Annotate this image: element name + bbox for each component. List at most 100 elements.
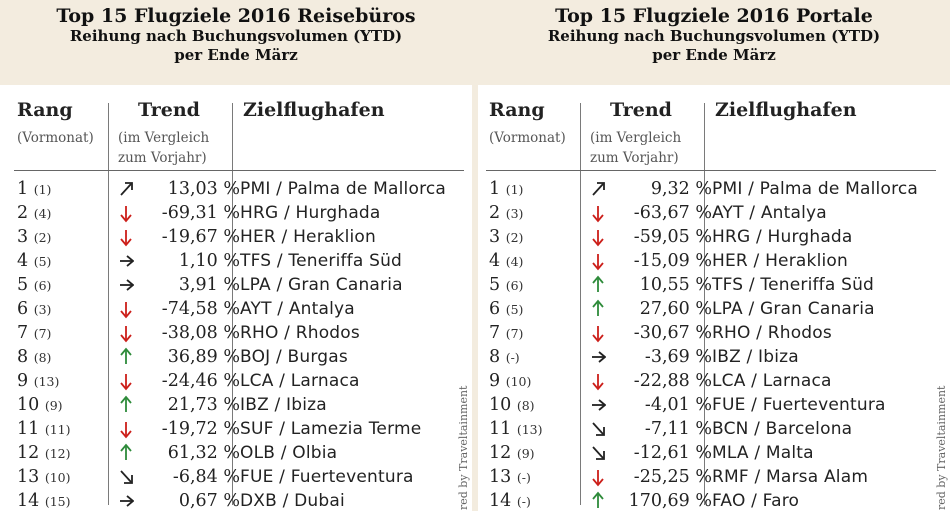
- trend-percent: -22,88 %: [633, 371, 712, 391]
- trend-percent: 9,32 %: [650, 179, 712, 199]
- rank-cell: 5 (6): [489, 273, 523, 298]
- rank-value: 1: [17, 179, 34, 199]
- rank-cell: 3 (2): [489, 225, 523, 250]
- arrow-right-icon: [120, 279, 134, 291]
- trend-percent: 170,69 %: [628, 491, 712, 511]
- previous-rank: (2): [505, 230, 524, 245]
- previous-rank: (-): [505, 350, 520, 365]
- previous-rank: (3): [33, 302, 52, 317]
- credit-text: red by Traveltainment: [457, 370, 472, 510]
- table-row: 11 (11) -19,72 % SUF / Lamezia Terme: [14, 417, 464, 441]
- destination-airport: PMI / Palma de Mallorca: [240, 179, 447, 199]
- rank-value: 13: [489, 467, 517, 487]
- rank-value: 11: [489, 419, 517, 439]
- rank-value: 12: [489, 443, 517, 463]
- arrow-down-icon: [592, 374, 604, 391]
- rank-value: 10: [489, 395, 517, 415]
- trend-percent: -19,72 %: [161, 419, 240, 439]
- rank-cell: 14 (15): [17, 489, 71, 511]
- table-row: 4 (4) -15,09 % HER / Heraklion: [486, 249, 936, 273]
- rank-cell: 7 (7): [17, 321, 51, 346]
- arrow-down-icon: [120, 374, 132, 391]
- rank-cell: 4 (4): [489, 249, 523, 274]
- arrow-up-right-icon: [120, 182, 133, 196]
- column-separator: [232, 103, 233, 505]
- trend-percent: 36,89 %: [167, 347, 240, 367]
- destination-airport: IBZ / Ibiza: [240, 395, 327, 415]
- panel-portale: Top 15 Flugziele 2016 Portale Reihung na…: [478, 0, 950, 511]
- rank-value: 1: [489, 179, 506, 199]
- previous-rank: (10): [505, 374, 532, 389]
- trend-percent: 10,55 %: [639, 275, 712, 295]
- rank-value: 3: [489, 227, 506, 247]
- rank-cell: 1 (1): [17, 177, 51, 202]
- credit-label: red by Traveltainment: [935, 385, 948, 510]
- panel-divider: [472, 0, 478, 511]
- col-rank-header: Rang: [17, 99, 73, 121]
- table-row: 5 (6) 3,91 % LPA / Gran Canaria: [14, 273, 464, 297]
- rank-cell: 3 (2): [17, 225, 51, 250]
- destination-airport: AYT / Antalya: [240, 299, 355, 319]
- rank-cell: 4 (5): [17, 249, 51, 274]
- trend-percent: -6,84 %: [172, 467, 240, 487]
- table-row: 8 (-) -3,69 % IBZ / Ibiza: [486, 345, 936, 369]
- trend-percent: -63,67 %: [633, 203, 712, 223]
- destination-airport: LPA / Gran Canaria: [240, 275, 403, 295]
- arrow-right-icon: [592, 351, 606, 363]
- destination-airport: FUE / Fuerteventura: [240, 467, 414, 487]
- table-row: 13 (10) -6,84 % FUE / Fuerteventura: [14, 465, 464, 489]
- panel-subtitle-2: per Ende März: [174, 46, 298, 64]
- table-row: 13 (-) -25,25 % RMF / Marsa Alam: [486, 465, 936, 489]
- destination-airport: BOJ / Burgas: [240, 347, 348, 367]
- destination-airport: LPA / Gran Canaria: [712, 299, 875, 319]
- rank-cell: 5 (6): [17, 273, 51, 298]
- table-row: 4 (5) 1,10 % TFS / Teneriffa Süd: [14, 249, 464, 273]
- table-row: 11 (13) -7,11 % BCN / Barcelona: [486, 417, 936, 441]
- table-row: 7 (7) -30,67 % RHO / Rhodos: [486, 321, 936, 345]
- previous-rank: (9): [44, 398, 63, 413]
- previous-rank: (1): [33, 182, 52, 197]
- rank-value: 7: [17, 323, 34, 343]
- previous-rank: (2): [33, 230, 52, 245]
- destination-airport: HRG / Hurghada: [240, 203, 381, 223]
- panel-subtitle-2: per Ende März: [652, 46, 776, 64]
- previous-rank: (15): [44, 494, 71, 509]
- panel-reisebueros: Top 15 Flugziele 2016 Reisebüros Reihung…: [0, 0, 472, 511]
- table-row: 9 (13) -24,46 % LCA / Larnaca: [14, 369, 464, 393]
- credit-label: red by Traveltainment: [457, 385, 470, 510]
- header-rule: [14, 170, 464, 171]
- trend-percent: -3,69 %: [644, 347, 712, 367]
- rank-value: 9: [489, 371, 506, 391]
- col-rank-note: (Vormonat): [17, 130, 94, 146]
- previous-rank: (1): [505, 182, 524, 197]
- destination-airport: RMF / Marsa Alam: [712, 467, 869, 487]
- destination-airport: HRG / Hurghada: [712, 227, 853, 247]
- destination-airport: TFS / Teneriffa Süd: [712, 275, 875, 295]
- destination-airport: IBZ / Ibiza: [712, 347, 799, 367]
- table-row: 6 (3) -74,58 % AYT / Antalya: [14, 297, 464, 321]
- destination-airport: HER / Heraklion: [712, 251, 848, 271]
- panel-title: Top 15 Flugziele 2016 Portale: [555, 5, 873, 27]
- rank-cell: 9 (10): [489, 369, 531, 394]
- table-row: 1 (1) 9,32 % PMI / Palma de Mallorca: [486, 177, 936, 201]
- arrow-right-icon: [592, 399, 606, 411]
- rank-cell: 14 (-): [489, 489, 531, 511]
- rank-cell: 6 (3): [17, 297, 51, 322]
- col-trend-header: Trend: [138, 99, 200, 121]
- arrow-down-icon: [592, 254, 604, 271]
- trend-percent: -25,25 %: [633, 467, 712, 487]
- rank-value: 13: [17, 467, 45, 487]
- rank-value: 9: [17, 371, 34, 391]
- rank-value: 5: [17, 275, 34, 295]
- rank-cell: 11 (13): [489, 417, 543, 442]
- arrow-up-icon: [120, 395, 132, 412]
- trend-percent: -4,01 %: [644, 395, 712, 415]
- trend-percent: -24,46 %: [161, 371, 240, 391]
- rank-cell: 9 (13): [17, 369, 59, 394]
- trend-percent: -38,08 %: [161, 323, 240, 343]
- arrow-up-icon: [120, 443, 132, 460]
- table-row: 2 (3) -63,67 % AYT / Antalya: [486, 201, 936, 225]
- rank-value: 14: [17, 491, 45, 511]
- destination-airport: OLB / Olbia: [240, 443, 338, 463]
- arrow-up-icon: [592, 299, 604, 316]
